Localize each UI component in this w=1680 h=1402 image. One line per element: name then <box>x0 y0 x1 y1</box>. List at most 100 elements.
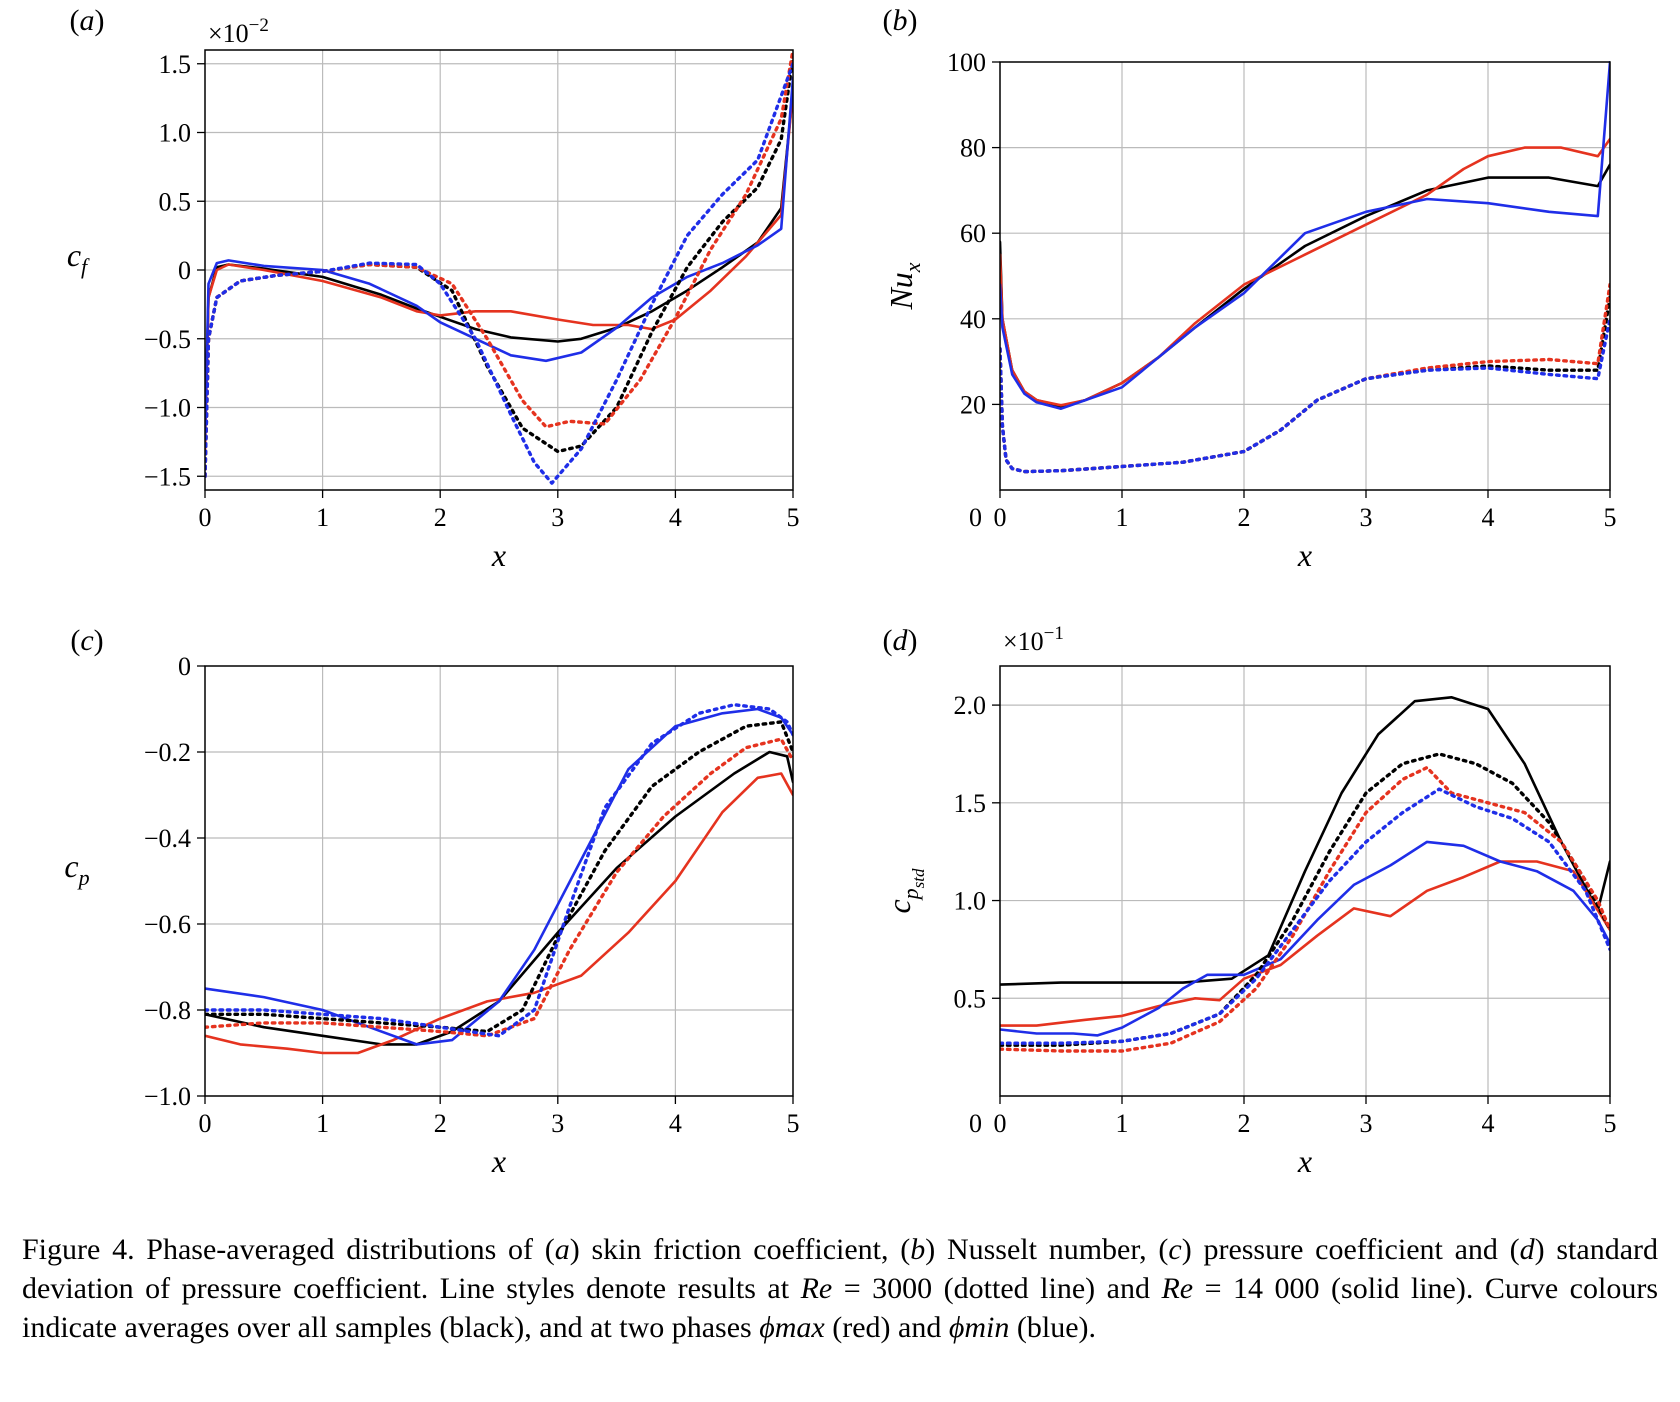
caption-text-2: ) Nusselt number, ( <box>925 1233 1169 1266</box>
figure-caption: Figure 4. Phase-averaged distributions o… <box>22 1230 1658 1347</box>
series-black-dotted <box>1000 295 1610 474</box>
panel-label: (a) <box>70 4 105 37</box>
caption-panel-b: b <box>910 1233 926 1266</box>
y-tick-label: −0.5 <box>144 325 191 354</box>
caption-eq-1: = 3000 (dotted line) and <box>832 1272 1162 1305</box>
x-origin-label: 0 <box>969 503 982 532</box>
x-axis-title: x <box>1297 1143 1312 1179</box>
caption-text-3: ) pressure coefficient and ( <box>1181 1233 1520 1266</box>
y-tick-label: 20 <box>960 390 986 419</box>
y-tick-label: 0.5 <box>159 187 192 216</box>
y-tick-label: 80 <box>960 134 986 163</box>
caption-panel-d: d <box>1519 1233 1535 1266</box>
x-tick-label: 5 <box>1604 1109 1617 1138</box>
y-tick-label: −0.6 <box>144 910 191 939</box>
x-tick-label: 2 <box>1238 1109 1251 1138</box>
series-red-dotted <box>1000 282 1610 474</box>
x-tick-label: 0 <box>994 503 1007 532</box>
caption-phi-max: ϕmax <box>759 1311 825 1344</box>
caption-text-5: (red) and <box>824 1311 949 1344</box>
panel-b: 0 1 2 3 4 5 20 40 60 80 100 0 x Nux (b) <box>883 4 1617 573</box>
x-tick-label: 2 <box>434 1109 447 1138</box>
y-tick-label: −0.4 <box>144 824 191 853</box>
x-tick-label: 2 <box>1238 503 1251 532</box>
series-blue-solid <box>205 76 793 437</box>
x-tick-label: 3 <box>551 503 564 532</box>
panel-label: (c) <box>70 624 103 657</box>
caption-text-1: ) skin friction coefficient, ( <box>569 1233 911 1266</box>
caption-re-2: Re <box>1161 1272 1194 1305</box>
series-red-solid <box>1000 860 1610 1027</box>
series-red-solid <box>205 89 793 451</box>
series-black-dotted <box>205 720 793 1034</box>
x-tick-label: 2 <box>434 503 447 532</box>
x-axis-title: x <box>491 537 506 573</box>
y-tick-label: 60 <box>960 219 986 248</box>
figure: 0 1 2 3 4 5 −1.5 −1.0 −0.5 0 0.5 1.0 1.5 x cf (a) ×10−2 0… <box>64 4 1617 1179</box>
series-red-dotted <box>205 49 793 478</box>
plot-frame <box>999 61 1611 491</box>
y-axis-title: cf <box>67 237 90 279</box>
x-axis-title: x <box>1297 537 1312 573</box>
plot-frame <box>204 665 794 1097</box>
panel-a: 0 1 2 3 4 5 −1.5 −1.0 −0.5 0 0.5 1.0 1.5 x cf (a) ×10−2 <box>67 4 800 573</box>
x-origin-label: 0 <box>969 1109 982 1138</box>
series-blue-dotted <box>1000 787 1610 1045</box>
caption-phi-min: ϕmin <box>948 1311 1010 1344</box>
y-tick-label: −1.5 <box>144 462 191 491</box>
y-tick-label: 100 <box>947 48 986 77</box>
caption-text-6: (blue). <box>1009 1311 1097 1344</box>
x-tick-label: 5 <box>787 503 800 532</box>
x-tick-label: 3 <box>1360 1109 1373 1138</box>
y-axis-title: cpstd <box>881 868 928 914</box>
caption-panel-c: c <box>1168 1233 1182 1266</box>
series-blue-dotted <box>1000 317 1610 474</box>
panel-c: 0 1 2 3 4 5 −1.0 −0.8 −0.6 −0.4 −0.2 0 x cp (c) <box>64 624 799 1179</box>
exponent-label: ×10−1 <box>1003 623 1064 656</box>
y-tick-label: 1.0 <box>954 887 987 916</box>
x-tick-label: 5 <box>787 1109 800 1138</box>
x-axis-title: x <box>491 1143 506 1179</box>
y-tick-label: 0.5 <box>954 984 987 1013</box>
series-blue-dotted <box>205 703 793 1038</box>
series-black-solid <box>1000 696 1610 986</box>
series-black-dotted <box>1000 752 1610 1047</box>
x-tick-label: 0 <box>199 1109 212 1138</box>
series-group <box>205 703 793 1055</box>
series-blue-dotted <box>205 62 793 485</box>
y-tick-label: −1.0 <box>144 1082 191 1111</box>
y-tick-label: 40 <box>960 305 986 334</box>
caption-prefix: Figure 4. Phase-averaged distributions o… <box>22 1233 555 1266</box>
series-group <box>205 49 793 485</box>
series-red-dotted <box>1000 765 1610 1053</box>
y-tick-label: 0 <box>178 256 191 285</box>
y-tick-label: 1.5 <box>954 789 987 818</box>
x-tick-label: 4 <box>669 1109 682 1138</box>
x-tick-label: 4 <box>1482 1109 1495 1138</box>
caption-text-4: ) standard deviation of pressure coeffic… <box>22 1233 1659 1305</box>
x-tick-label: 1 <box>316 1109 329 1138</box>
panel-label: (b) <box>883 4 918 37</box>
y-tick-label: 1.5 <box>159 50 192 79</box>
panel-label: (d) <box>883 624 918 657</box>
series-black-solid <box>205 750 793 1046</box>
x-tick-label: 4 <box>669 503 682 532</box>
y-axis-title: cp <box>64 848 89 890</box>
exponent-label: ×10−2 <box>208 15 269 48</box>
panel-d: 0 1 2 3 4 5 0.5 1.0 1.5 2.0 0 x cpstd (d) ×10−1 <box>881 623 1617 1179</box>
caption-eq-2: = 14 000 (solid line). Curve colours ind… <box>22 1272 1658 1344</box>
x-tick-label: 5 <box>1604 503 1617 532</box>
y-tick-label: −0.2 <box>144 738 191 767</box>
x-tick-label: 4 <box>1482 503 1495 532</box>
plot-frame <box>999 665 1611 1097</box>
series-blue-solid <box>1000 840 1610 1037</box>
series-red-dotted <box>205 737 793 1038</box>
y-axis-title: Nux <box>883 262 925 310</box>
y-tick-label: −1.0 <box>144 394 191 423</box>
x-tick-label: 0 <box>994 1109 1007 1138</box>
series-group <box>1000 61 1610 474</box>
y-tick-label: 0 <box>178 652 191 681</box>
series-black-dotted <box>205 55 793 478</box>
series-red-solid <box>205 772 793 1055</box>
x-tick-label: 0 <box>199 503 212 532</box>
